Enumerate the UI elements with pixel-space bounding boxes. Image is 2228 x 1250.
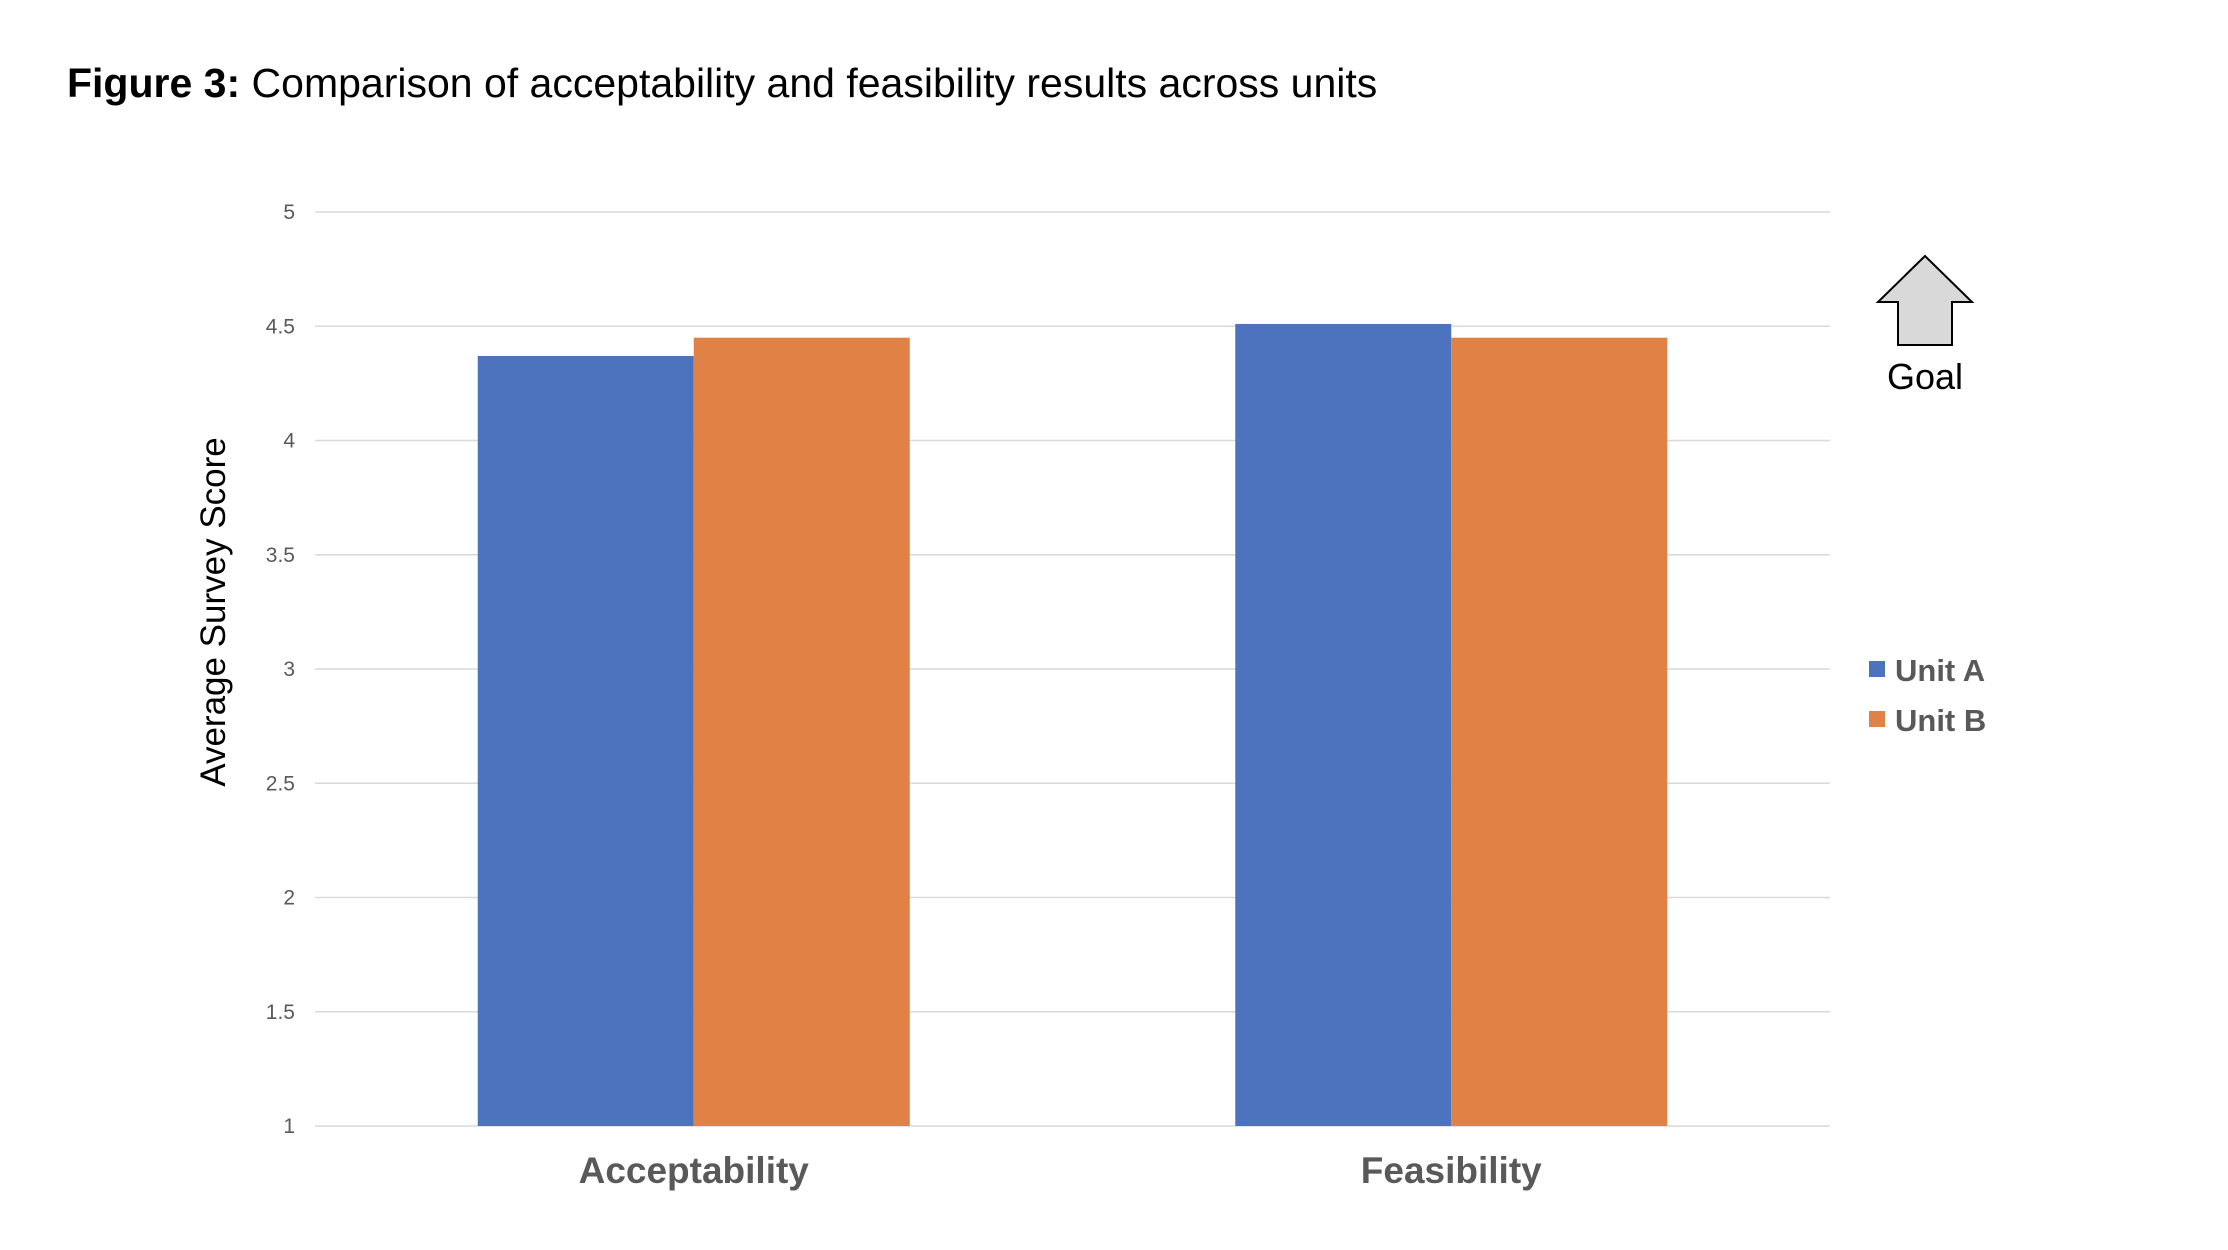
legend-swatch <box>1869 661 1885 677</box>
y-tick-label: 3 <box>283 658 295 681</box>
y-tick-label: 3.5 <box>266 544 295 567</box>
y-tick-label: 1 <box>283 1115 295 1138</box>
figure-label: Figure 3: <box>67 60 241 106</box>
goal-annotation: Goal <box>1875 254 1975 397</box>
x-category-label: Feasibility <box>1361 1150 1542 1191</box>
legend-label: Unit B <box>1895 703 1986 738</box>
bar-unit-a-feasibility <box>1235 323 1452 1127</box>
legend: Unit A Unit B <box>1869 653 1986 738</box>
y-tick-label: 5 <box>283 201 295 224</box>
goal-label: Goal <box>1887 356 1963 397</box>
bar-unit-b-acceptability <box>693 337 910 1126</box>
y-tick-label: 4 <box>283 430 295 453</box>
x-axis-category-labels: Acceptability Feasibility <box>579 1150 1543 1191</box>
up-arrow-icon <box>1875 254 1975 346</box>
bar-unit-b-feasibility <box>1451 337 1668 1126</box>
y-tick-label: 2 <box>283 887 295 910</box>
y-axis-title: Average Survey Score <box>194 437 233 787</box>
y-axis-tick-labels: 1 1.5 2 2.5 3 3.5 4 4.5 5 <box>266 201 296 1138</box>
bar-unit-a-acceptability <box>477 355 694 1127</box>
legend-label: Unit A <box>1895 653 1985 688</box>
legend-swatch <box>1869 711 1885 727</box>
y-tick-label: 2.5 <box>266 772 295 795</box>
figure-title: Figure 3: Comparison of acceptability an… <box>67 60 1377 107</box>
x-category-label: Acceptability <box>579 1150 810 1191</box>
y-tick-label: 1.5 <box>266 1001 295 1024</box>
figure-caption: Comparison of acceptability and feasibil… <box>240 60 1378 106</box>
y-tick-label: 4.5 <box>266 315 295 338</box>
bars <box>477 323 1668 1127</box>
